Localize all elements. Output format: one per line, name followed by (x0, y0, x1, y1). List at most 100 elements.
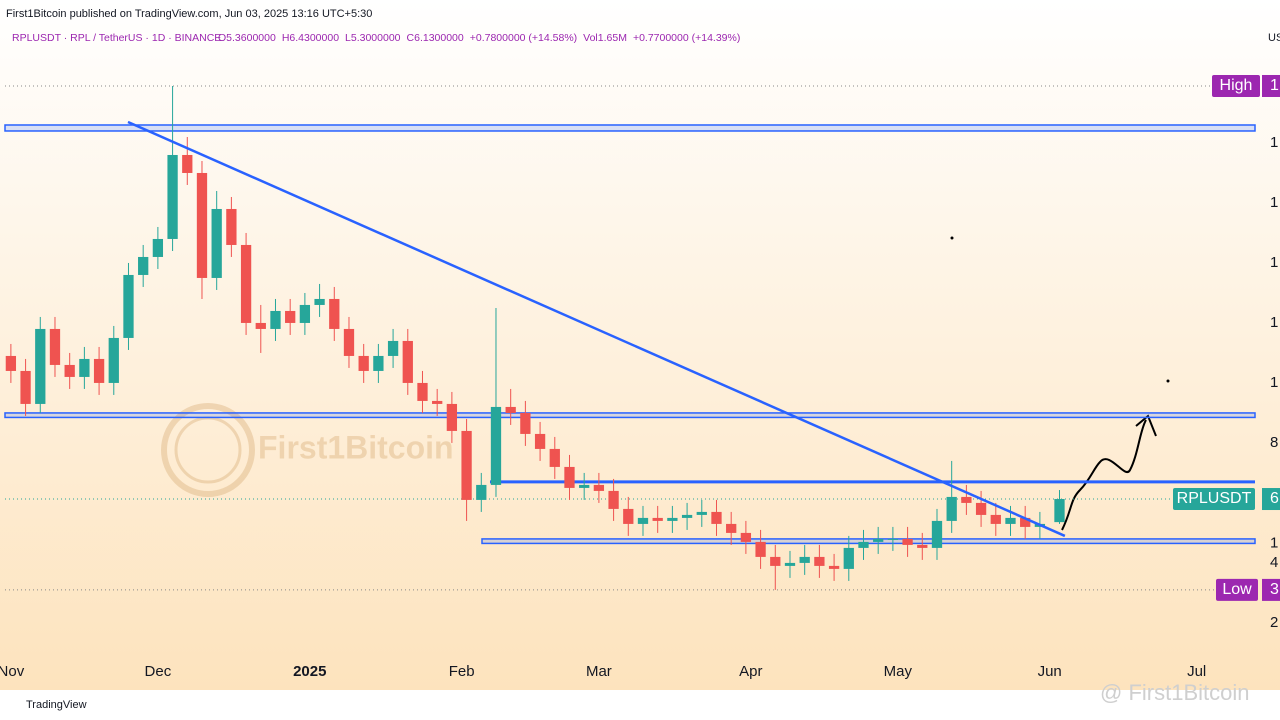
zone (4, 412, 1256, 419)
candle-body (814, 556, 825, 566)
candle-body (329, 298, 340, 329)
candle-body (1020, 517, 1031, 527)
candle-body (623, 508, 634, 524)
candle-body (1005, 517, 1016, 524)
volume-value: Vol1.65M (583, 32, 627, 44)
candle-body (887, 538, 899, 540)
candle-body (343, 328, 355, 356)
candle-body (593, 484, 605, 491)
price-tag-value: 6 (1270, 490, 1279, 507)
candle-body (402, 340, 413, 383)
watermark-logo (161, 403, 255, 497)
candle-body (946, 496, 957, 521)
ohlc-value: H6.4300000 (282, 32, 339, 44)
candle-body (196, 172, 208, 278)
candle-body (432, 400, 443, 404)
price-tag-value: 1 (1270, 77, 1279, 94)
candle-body (667, 517, 678, 521)
volume-value: +0.7700000 (+14.39%) (633, 32, 740, 44)
candle-body (534, 433, 546, 449)
y-tick-label: 8 (1270, 434, 1278, 451)
candle-body (843, 547, 854, 569)
candle-body (167, 154, 178, 239)
candle-body (1054, 499, 1065, 523)
candle-body (255, 322, 266, 329)
x-tick-label: Jul (1187, 663, 1206, 680)
price-tag-value-bg (1262, 578, 1280, 601)
candle-body (770, 556, 781, 566)
y-tick-label: 1 (1270, 254, 1278, 271)
candle-body (314, 298, 325, 305)
price-tag (1212, 74, 1260, 97)
candle-body (520, 412, 531, 434)
candle-body (975, 502, 987, 515)
x-tick-label: Jun (1038, 663, 1062, 680)
ohlc-value: C6.1300000 (407, 32, 464, 44)
candle-body (226, 208, 237, 245)
y-tick-label: 1 (1270, 194, 1278, 211)
watermark-corner: @ First1Bitcoin (1100, 680, 1249, 705)
y-tick-label: 1 (1270, 134, 1278, 151)
candle-body (917, 544, 928, 548)
x-tick-label: Feb (449, 663, 475, 680)
zone-value: 1 (1270, 534, 1278, 551)
ohlc-value: L5.3000000 (345, 32, 401, 44)
arrow-head (1135, 414, 1157, 437)
price-tag-value: 3 (1270, 581, 1279, 598)
x-tick-label: Dec (145, 663, 172, 680)
candle-body (755, 541, 766, 557)
trendline (127, 120, 1066, 538)
candle-body (285, 310, 296, 323)
publisher: First1Bitcoin published on TradingView.c… (6, 8, 372, 20)
footer: TradingView (26, 699, 87, 711)
candle-body (49, 328, 61, 365)
candle-body (182, 154, 193, 173)
candle-body (64, 364, 75, 377)
currency: US (1268, 32, 1280, 44)
price-tag-label: High (1220, 77, 1253, 94)
y-tick-label: 4 (1270, 554, 1278, 571)
candle-body (579, 484, 590, 488)
price-tag (1216, 578, 1258, 601)
candle-body (681, 514, 693, 518)
candle-body (505, 406, 516, 413)
symbol: RPLUSDT · RPL / TetherUS · 1D · BINANCE (12, 32, 221, 44)
candle-body (652, 517, 663, 521)
candle-body (358, 355, 369, 371)
candle-body (696, 511, 707, 515)
x-tick-label: Nov (0, 663, 25, 680)
candle-body (79, 358, 90, 377)
candle-body (711, 511, 722, 524)
dot (1166, 379, 1170, 383)
candle-body (828, 565, 840, 569)
candle-body (93, 358, 105, 383)
candle-body (138, 256, 149, 275)
candle-body (637, 517, 649, 524)
dot (950, 236, 954, 240)
candle-body (990, 514, 1001, 524)
candle-body (152, 238, 164, 257)
zone (4, 124, 1256, 132)
candle-body (240, 244, 252, 323)
candle-body (417, 382, 428, 401)
ohlc-value: O5.3600000 (218, 32, 276, 44)
x-tick-label: Mar (586, 663, 612, 680)
candle-body (5, 355, 17, 371)
candle-body (476, 484, 487, 500)
y-tick-label: 2 (1270, 614, 1278, 631)
candle-body (35, 328, 46, 404)
y-tick-label: 1 (1270, 374, 1278, 391)
candle-body (20, 370, 31, 404)
candle-body (108, 337, 119, 383)
candle-body (902, 538, 913, 545)
y-tick-label: 1 (1270, 314, 1278, 331)
candle-body (461, 430, 472, 500)
ohlc-value: +0.7800000 (+14.58%) (470, 32, 577, 44)
candle-body (564, 466, 575, 488)
candle-body (799, 556, 810, 563)
watermark: First1Bitcoin (161, 403, 454, 497)
candle-body (446, 403, 458, 431)
price-tag-value-bg (1262, 488, 1280, 511)
candle-body (490, 406, 502, 485)
x-tick-label: Apr (739, 663, 762, 680)
